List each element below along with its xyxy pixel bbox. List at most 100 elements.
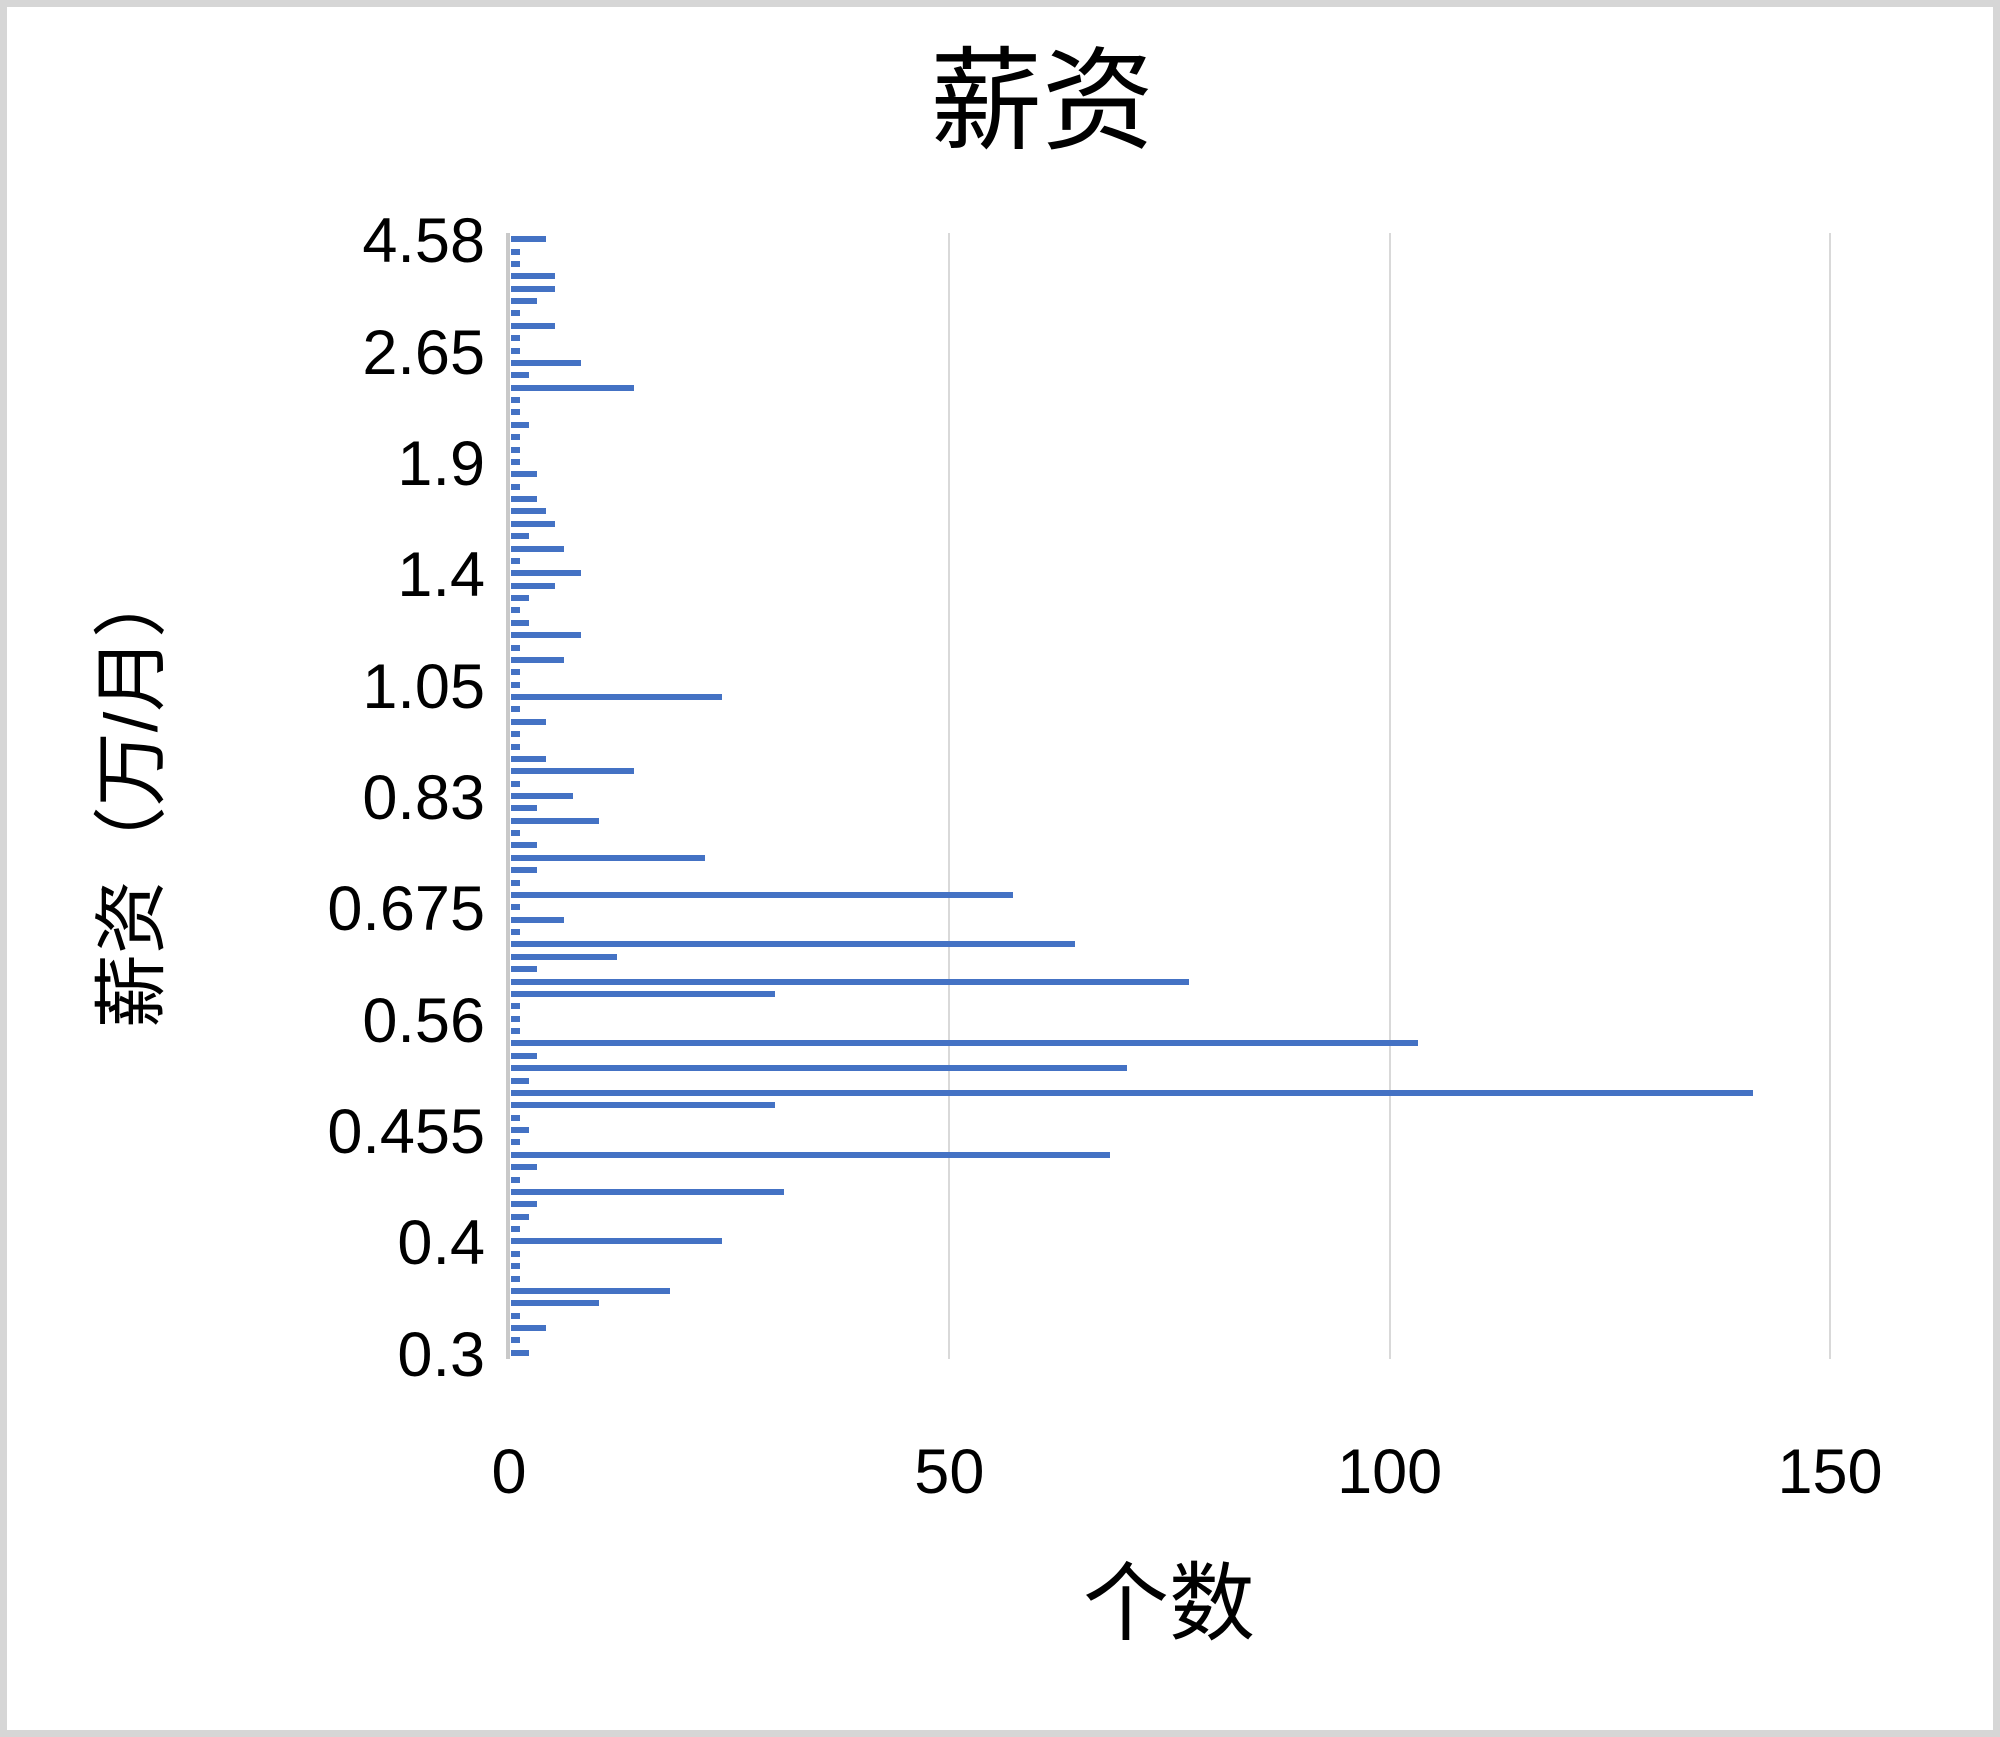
bar [511, 1312, 520, 1319]
bar [511, 706, 520, 713]
chart-title: 薪资 [930, 39, 1154, 164]
bar [511, 384, 635, 391]
gridline [948, 233, 951, 1359]
bar [511, 916, 564, 923]
bar [511, 929, 520, 936]
y-tick-label: 1.9 [397, 428, 485, 499]
y-tick-label: 1.05 [362, 651, 485, 722]
bar [511, 681, 520, 688]
bar [511, 1077, 529, 1084]
y-tick-label: 0.56 [362, 985, 485, 1056]
bar [511, 582, 556, 589]
bar [511, 780, 520, 787]
bar [511, 397, 520, 404]
bar [511, 1028, 520, 1035]
bar [511, 322, 556, 329]
gridline [1829, 233, 1831, 1359]
bar [511, 1089, 1753, 1096]
bar [511, 953, 617, 960]
bar [511, 904, 520, 911]
bar [511, 508, 547, 515]
bar [511, 1226, 520, 1233]
bar [511, 867, 538, 874]
bar [511, 830, 520, 837]
bar [511, 1003, 520, 1010]
bar [511, 434, 520, 441]
bar [511, 1015, 520, 1022]
bar [511, 768, 635, 775]
bar [511, 793, 573, 799]
bar [511, 1102, 776, 1109]
y-tick-label: 0.455 [327, 1097, 485, 1168]
bar [511, 1164, 538, 1171]
bar [511, 632, 582, 639]
bar [511, 978, 1190, 985]
y-tick-label: 0.3 [397, 1319, 485, 1390]
bar [511, 755, 547, 762]
bar [511, 1250, 520, 1257]
bar [511, 1052, 538, 1059]
bar [511, 1213, 529, 1220]
bar [511, 1176, 520, 1183]
bar [511, 1275, 520, 1282]
bar [511, 1139, 520, 1146]
y-tick-label: 2.65 [362, 317, 485, 388]
bar [511, 273, 556, 280]
bar [511, 483, 520, 490]
bar [511, 644, 520, 651]
bar [511, 1151, 1110, 1158]
bar [511, 718, 547, 725]
y-tick-label: 4.58 [362, 206, 485, 277]
bar [511, 570, 582, 577]
bar [511, 520, 556, 527]
bar [511, 533, 529, 540]
bar [511, 1300, 600, 1307]
bar [511, 854, 705, 861]
bar [511, 1065, 1128, 1072]
x-tick-label: 0 [491, 1437, 527, 1507]
bar [511, 1201, 538, 1208]
bar [511, 805, 538, 812]
bar [511, 731, 520, 738]
bar [511, 409, 520, 416]
bar [511, 285, 556, 292]
bar [511, 236, 547, 243]
bar [511, 421, 529, 428]
y-tick-label: 0.83 [362, 763, 485, 833]
x-tick-label: 100 [1337, 1437, 1443, 1507]
x-tick-label: 150 [1777, 1437, 1883, 1507]
bar [511, 966, 538, 973]
bar [511, 545, 564, 552]
bar [511, 260, 520, 267]
bar [511, 557, 520, 564]
bar [511, 842, 538, 849]
bar [511, 359, 582, 366]
bar [511, 1127, 529, 1134]
bar [511, 595, 529, 602]
bar [511, 891, 1013, 898]
bar [511, 310, 520, 317]
bar [511, 496, 538, 503]
bar [511, 1114, 520, 1121]
bar [511, 669, 520, 676]
bar [511, 1040, 1419, 1047]
bar [511, 817, 600, 824]
bar [511, 619, 529, 626]
bar [511, 1325, 547, 1332]
bar [511, 694, 723, 700]
plot-area [506, 233, 1831, 1359]
gridline [1388, 233, 1391, 1359]
bar [511, 941, 1075, 948]
bar [511, 471, 538, 478]
bar [511, 990, 776, 997]
x-axis-title: 个数 [1083, 1556, 1255, 1652]
bar [511, 248, 520, 255]
bar [511, 1188, 784, 1195]
bar [511, 1238, 723, 1245]
bar [511, 1287, 670, 1294]
bar [511, 446, 520, 453]
bar [511, 1349, 529, 1356]
bar [511, 607, 520, 614]
y-tick-label: 0.4 [397, 1208, 485, 1279]
